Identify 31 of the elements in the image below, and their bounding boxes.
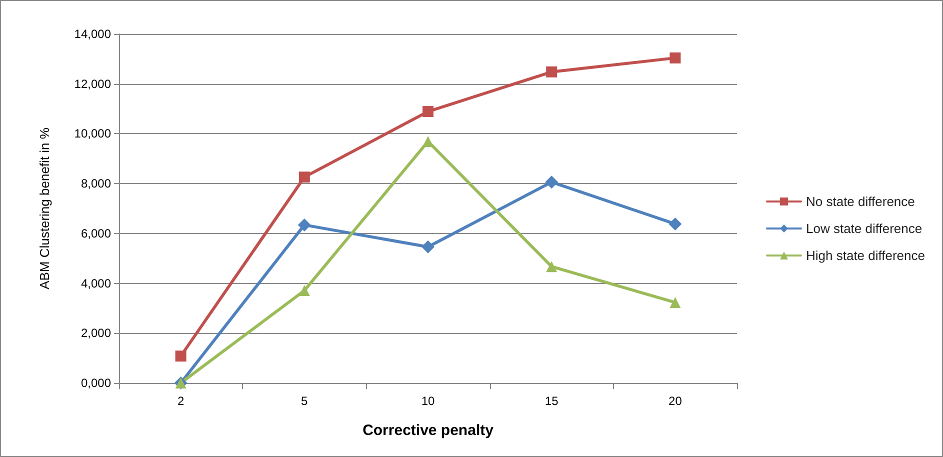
x-tick-label: 15 (544, 394, 559, 408)
point (175, 350, 186, 362)
point (298, 218, 311, 232)
legend-label: No state difference (806, 194, 915, 209)
point (670, 52, 681, 64)
y-tick-label: 12,000 (74, 76, 112, 91)
y-tick-label: 14,000 (74, 27, 112, 41)
point (298, 285, 310, 296)
point (546, 66, 558, 78)
legend-label: Low state difference (806, 221, 922, 236)
point (670, 296, 681, 308)
point (298, 172, 310, 183)
x-tick-label: 20 (668, 394, 682, 408)
legend-label: High state difference (806, 248, 925, 263)
x-axis-title: Corrective penalty (362, 422, 494, 439)
x-tick-label: 5 (301, 394, 308, 408)
point (422, 106, 434, 118)
x-tick-label: 2 (177, 394, 184, 408)
point (422, 240, 434, 254)
point (668, 217, 682, 230)
y-tick-label: 8,000 (80, 176, 112, 191)
y-tick-label: 2,000 (80, 326, 112, 340)
point (546, 261, 558, 272)
y-tick-label: 4,000 (80, 276, 112, 290)
y-axis-title: ABM Clustering benefit in % (37, 127, 52, 290)
y-tick-label: 0,000 (80, 376, 112, 390)
x-tick-label: 10 (421, 394, 435, 408)
y-tick-label: 6,000 (80, 226, 112, 240)
y-tick-label: 10,000 (74, 126, 112, 141)
point (545, 176, 558, 189)
point (422, 136, 434, 147)
